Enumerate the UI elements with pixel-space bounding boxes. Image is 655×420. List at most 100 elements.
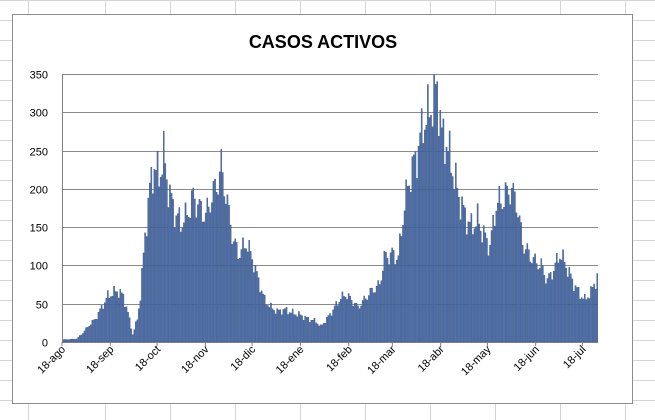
bar (425, 125, 428, 343)
bar (142, 252, 145, 343)
bar (246, 251, 249, 343)
bar (462, 205, 465, 343)
bar (206, 197, 209, 343)
bar (405, 179, 407, 343)
bar (169, 184, 171, 343)
bar (288, 312, 291, 343)
bar (487, 255, 490, 343)
bar (475, 226, 477, 343)
bar (145, 236, 148, 343)
bar (187, 217, 190, 343)
bar (402, 224, 404, 343)
bar (302, 319, 305, 343)
bar (301, 315, 303, 343)
bar (111, 295, 114, 343)
bar (267, 305, 269, 343)
bar (399, 233, 401, 343)
bar (240, 249, 243, 343)
bar (506, 185, 508, 343)
bar (386, 258, 389, 343)
bar (149, 182, 151, 343)
bar (354, 303, 356, 343)
bar (144, 232, 146, 343)
bar (263, 294, 266, 343)
bar (190, 190, 193, 343)
bar (333, 305, 336, 343)
bar (330, 315, 333, 343)
bar (534, 253, 536, 343)
bar (520, 222, 522, 343)
bar (323, 323, 325, 343)
bar (366, 299, 369, 343)
bar (361, 300, 364, 343)
bar (388, 264, 390, 343)
bar (392, 250, 395, 343)
bar (360, 305, 362, 343)
bar (355, 302, 358, 343)
bar (535, 263, 538, 343)
bar (503, 206, 505, 343)
bar (273, 310, 275, 343)
bar (472, 234, 474, 343)
y-tick-label: 300 (30, 108, 48, 120)
bar (498, 185, 501, 343)
bar (287, 314, 289, 343)
bar (576, 287, 578, 343)
bar (262, 293, 264, 343)
bar (580, 297, 583, 343)
bar (110, 296, 112, 343)
bar (557, 262, 560, 343)
bar (416, 178, 418, 343)
bar (217, 194, 219, 343)
bar (304, 315, 306, 343)
bar (585, 299, 588, 343)
bar (290, 312, 292, 343)
bar (279, 309, 282, 343)
bar (517, 217, 519, 343)
bar (540, 258, 543, 343)
bar (406, 186, 409, 343)
bar (560, 259, 563, 343)
bar (512, 183, 515, 343)
bar (335, 301, 337, 343)
bar (228, 205, 230, 343)
bar (492, 215, 494, 343)
bar (455, 162, 457, 343)
bar (537, 269, 539, 343)
bar (127, 311, 129, 343)
bar (525, 249, 527, 343)
bar (77, 336, 80, 343)
bar (363, 295, 365, 343)
bar (150, 166, 153, 343)
bar (195, 217, 198, 343)
bar (489, 244, 491, 343)
bar (400, 236, 403, 343)
bar (459, 219, 462, 343)
bar (410, 192, 412, 343)
bar (232, 241, 235, 343)
bar (369, 288, 372, 343)
bar (100, 305, 103, 343)
bar (577, 287, 580, 343)
bar (135, 321, 137, 343)
bar (483, 225, 485, 343)
bar (414, 151, 417, 343)
y-tick-label: 200 (30, 185, 48, 197)
bar (478, 223, 480, 343)
bar (338, 301, 341, 343)
bar (341, 291, 344, 343)
bar (327, 315, 330, 343)
bar (270, 302, 272, 343)
bar (321, 324, 323, 343)
bar (461, 196, 463, 343)
bar (107, 290, 109, 343)
bar (420, 108, 423, 343)
bar (147, 197, 149, 343)
bar (91, 319, 94, 343)
bar (531, 263, 533, 343)
bar (319, 324, 322, 343)
bar (231, 244, 233, 343)
bar (209, 212, 212, 343)
bar (377, 280, 379, 343)
bar (433, 74, 435, 343)
